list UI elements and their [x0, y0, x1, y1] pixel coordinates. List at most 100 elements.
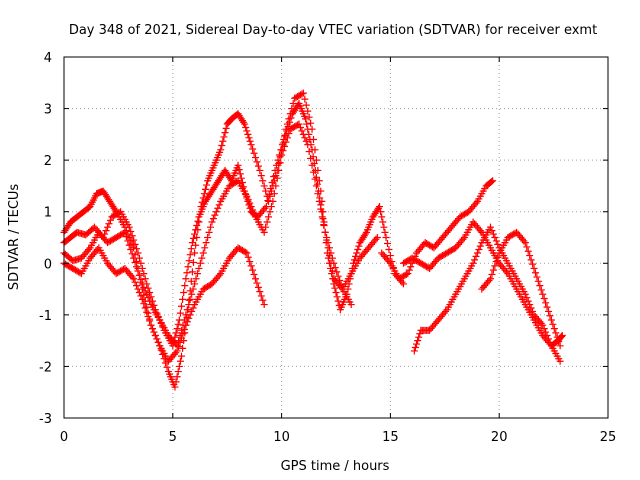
data-point [220, 133, 228, 141]
data-point [261, 204, 269, 212]
data-point [327, 249, 335, 257]
series-track-5 [399, 218, 566, 350]
data-point [546, 338, 554, 346]
data-point [130, 254, 138, 262]
data-point [307, 119, 315, 127]
data-point [549, 320, 557, 328]
y-tick-label: 2 [44, 154, 52, 169]
data-point [323, 234, 331, 241]
data-point [172, 378, 180, 386]
data-point [140, 270, 148, 278]
data-point [188, 239, 196, 247]
data-point [321, 228, 329, 236]
data-point [249, 206, 257, 214]
data-point [301, 134, 309, 142]
data-point [318, 213, 326, 221]
data-point [267, 203, 275, 211]
data-point [251, 275, 259, 283]
data-point [173, 373, 181, 381]
data-point [240, 118, 248, 126]
data-point [218, 142, 226, 150]
data-point [485, 276, 493, 284]
data-point [201, 185, 209, 193]
y-tick-label: -2 [39, 360, 52, 375]
data-point [260, 228, 268, 236]
data-point [178, 352, 186, 360]
data-point [529, 307, 537, 315]
x-tick-label: 0 [60, 430, 68, 445]
data-point [249, 266, 257, 274]
data-point [122, 233, 130, 241]
data-point [273, 174, 281, 182]
data-point [410, 347, 418, 355]
data-point [125, 241, 133, 249]
chart-title: Day 348 of 2021, Sidereal Day-to-day VTE… [69, 23, 597, 38]
data-point [520, 237, 528, 245]
data-point [185, 314, 193, 322]
data-point [536, 282, 544, 290]
data-point [180, 289, 188, 297]
data-point [137, 292, 145, 300]
data-point [195, 264, 203, 272]
data-point [304, 141, 312, 149]
data-point [542, 299, 550, 307]
data-point [254, 283, 262, 291]
data-point [200, 190, 208, 198]
data-point [553, 333, 561, 341]
data-point [558, 332, 566, 340]
y-tick-labels: -3 -2 -1 0 1 2 3 4 [39, 51, 52, 427]
data-point [526, 252, 534, 260]
data-point [317, 205, 325, 213]
data-point [186, 251, 194, 259]
data-point [183, 306, 191, 314]
data-point [315, 197, 323, 205]
data-point [523, 294, 531, 302]
data-point [410, 256, 418, 264]
data-point [265, 213, 273, 221]
data-point [208, 218, 216, 226]
plot-frame [63, 56, 609, 419]
data-point [555, 338, 563, 346]
data-point [399, 280, 407, 288]
data-point [314, 190, 322, 198]
data-point [253, 158, 261, 166]
data-point [523, 243, 531, 251]
data-point [476, 242, 484, 250]
data-point [191, 230, 199, 238]
data-point [131, 278, 139, 286]
data-point [135, 271, 143, 279]
data-point [332, 289, 340, 297]
data-point [442, 307, 450, 315]
data-point [489, 177, 497, 185]
data-point [256, 288, 264, 296]
data-point [379, 218, 387, 226]
data-point [336, 276, 344, 284]
data-point [234, 161, 242, 169]
data-point [137, 276, 145, 284]
data-point [319, 215, 327, 223]
data-point [385, 258, 393, 266]
data-point [245, 134, 253, 142]
data-point [540, 295, 548, 303]
data-point [150, 328, 158, 336]
data-point [215, 271, 223, 279]
data-point [182, 321, 190, 329]
data-point [542, 328, 550, 336]
data-point [308, 161, 316, 169]
data-point [144, 313, 152, 321]
data-point [134, 285, 142, 293]
series-track-4 [60, 244, 268, 365]
data-point [253, 279, 261, 287]
data-point [235, 166, 243, 174]
data-point [204, 234, 212, 241]
series-track-3 [60, 120, 355, 350]
data-point [143, 308, 151, 316]
data-point [469, 259, 477, 267]
data-point [134, 249, 142, 257]
data-point [247, 203, 255, 211]
data-point [104, 223, 112, 231]
data-point [415, 333, 423, 341]
data-point [471, 256, 479, 264]
data-point [189, 234, 197, 242]
